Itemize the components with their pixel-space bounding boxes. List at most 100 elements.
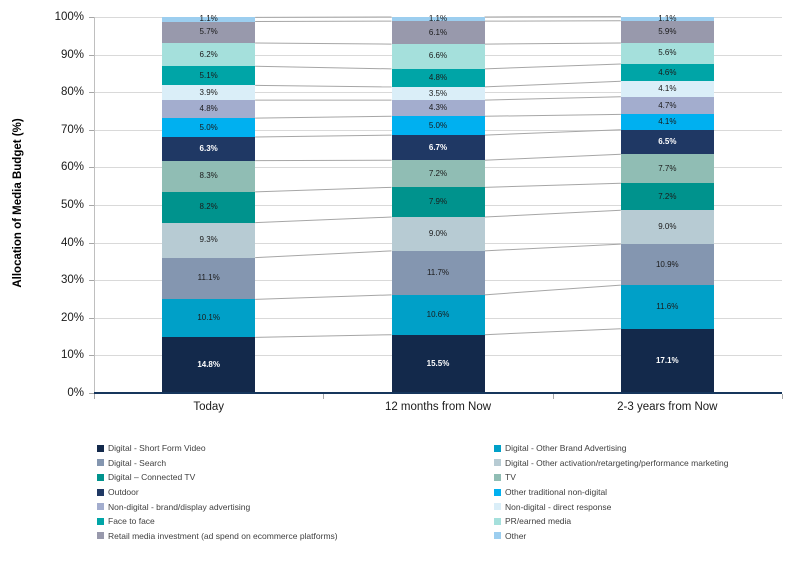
- legend-label: Retail media investment (ad spend on eco…: [108, 530, 338, 541]
- bar-segment: 8.2%: [162, 191, 256, 223]
- segment-data-label: 1.1%: [428, 14, 448, 24]
- legend-label: Face to face: [108, 516, 155, 527]
- bar-segment: 4.6%: [620, 64, 714, 82]
- segment-data-label: 5.9%: [658, 26, 677, 36]
- bar-segment: 6.1%: [391, 21, 485, 45]
- bar-segment: 7.7%: [620, 154, 714, 184]
- legend-item: Digital - Other Brand Advertising: [494, 441, 728, 456]
- segment-data-label: 1.1%: [199, 14, 218, 24]
- legend-item: Non-digital - brand/display advertising: [97, 499, 338, 514]
- legend-item: Outdoor: [97, 485, 338, 500]
- legend-label: PR/earned media: [505, 516, 572, 527]
- bar-segment: 5.6%: [620, 42, 714, 64]
- bar-segment: 17.1%: [620, 328, 714, 393]
- bar-segment: 5.1%: [162, 66, 256, 86]
- series-connector: [484, 42, 621, 45]
- legend-label: Digital - Other Brand Advertising: [505, 443, 627, 454]
- legend-label: Non-digital - direct response: [505, 501, 612, 512]
- bar-segment: 11.6%: [620, 285, 714, 329]
- bar-segment: 11.1%: [162, 257, 256, 300]
- y-axis-tick: [89, 393, 94, 394]
- series-connector: [255, 65, 392, 70]
- y-axis-tick-label: 30%: [60, 274, 84, 287]
- legend-swatch: [97, 444, 104, 452]
- bar-segment: 6.7%: [391, 135, 485, 161]
- x-axis-tick: [323, 394, 325, 399]
- series-connector: [255, 216, 392, 224]
- series-connector: [484, 182, 621, 188]
- legend-item: Other traditional non-digital: [494, 485, 728, 500]
- series-connector: [484, 243, 621, 252]
- bar-segment: 4.8%: [162, 100, 256, 119]
- series-connector: [255, 42, 392, 45]
- segment-data-label: 5.7%: [199, 27, 218, 37]
- segment-data-label: 17.1%: [655, 355, 679, 365]
- legend-item: Other: [494, 529, 728, 544]
- segment-data-label: 6.7%: [428, 142, 448, 152]
- x-axis-line: [94, 392, 782, 394]
- bar-segment: 6.5%: [620, 129, 714, 155]
- bar-segment: 14.8%: [162, 337, 256, 393]
- y-axis-line: [94, 17, 95, 393]
- bar-segment: 1.1%: [162, 14, 256, 24]
- bar-segment: 5.0%: [391, 116, 485, 136]
- bar-segment: 8.3%: [162, 160, 256, 192]
- segment-data-label: 3.9%: [199, 87, 218, 97]
- segment-data-label: 4.1%: [658, 83, 677, 93]
- segment-data-label: 6.5%: [658, 137, 677, 147]
- legend-swatch: [494, 503, 501, 511]
- y-axis-tick-label: 50%: [60, 199, 84, 211]
- segment-data-label: 6.2%: [199, 49, 218, 59]
- bar-segment: 1.1%: [620, 14, 714, 22]
- series-connector: [484, 113, 621, 117]
- legend-label: Digital - Search: [108, 457, 167, 468]
- x-axis-tick: [94, 394, 95, 399]
- y-axis-tick-label: 70%: [60, 123, 84, 136]
- series-connector: [255, 250, 392, 259]
- bar-segment: 11.7%: [391, 250, 485, 295]
- y-axis-tick: [89, 92, 94, 94]
- x-axis-category-label: 2-3 years from Now: [617, 401, 718, 413]
- segment-data-label: 7.7%: [658, 163, 677, 173]
- segment-data-label: 10.9%: [655, 259, 679, 269]
- bar-segment: 4.1%: [620, 81, 714, 97]
- y-axis-tick: [89, 17, 94, 18]
- y-axis-tick-label: 10%: [60, 349, 84, 362]
- bar-segment: 7.2%: [620, 183, 714, 211]
- legend-swatch: [494, 488, 501, 496]
- y-axis-tick-label: 40%: [60, 236, 84, 249]
- y-axis-tick: [89, 205, 94, 206]
- series-connector: [484, 284, 621, 296]
- legend-label: TV: [505, 472, 516, 483]
- series-connector: [484, 153, 621, 161]
- series-connector: [484, 80, 621, 88]
- y-axis-tick-label: 90%: [60, 48, 84, 61]
- bar-segment: 15.5%: [391, 334, 485, 393]
- legend-swatch: [494, 517, 501, 525]
- y-axis-tick: [89, 54, 94, 56]
- legend-item: TV: [494, 470, 728, 485]
- segment-data-label: 9.0%: [428, 228, 448, 238]
- segment-data-label: 3.5%: [428, 88, 448, 98]
- legend-item: Digital - Other activation/retargeting/p…: [494, 456, 728, 471]
- series-connector: [484, 63, 621, 70]
- segment-data-label: 7.2%: [658, 191, 677, 201]
- series-connector: [484, 209, 621, 218]
- legend-swatch: [97, 473, 104, 481]
- legend-item: PR/earned media: [494, 514, 728, 529]
- segment-data-label: 8.2%: [199, 202, 218, 212]
- legend-swatch: [494, 459, 501, 467]
- bar-segment: 7.9%: [391, 187, 485, 218]
- x-axis-tick: [782, 394, 783, 399]
- legend-item: Digital – Connected TV: [97, 470, 338, 485]
- series-connector: [484, 328, 621, 336]
- series-connector: [255, 334, 392, 338]
- segment-data-label: 5.0%: [428, 120, 448, 130]
- segment-data-label: 10.1%: [197, 313, 220, 323]
- x-axis-tick: [552, 394, 554, 399]
- legend-label: Digital - Other activation/retargeting/p…: [505, 457, 729, 468]
- legend-label: Digital – Connected TV: [108, 472, 196, 483]
- segment-data-label: 4.6%: [658, 67, 677, 77]
- segment-data-label: 10.6%: [426, 309, 450, 319]
